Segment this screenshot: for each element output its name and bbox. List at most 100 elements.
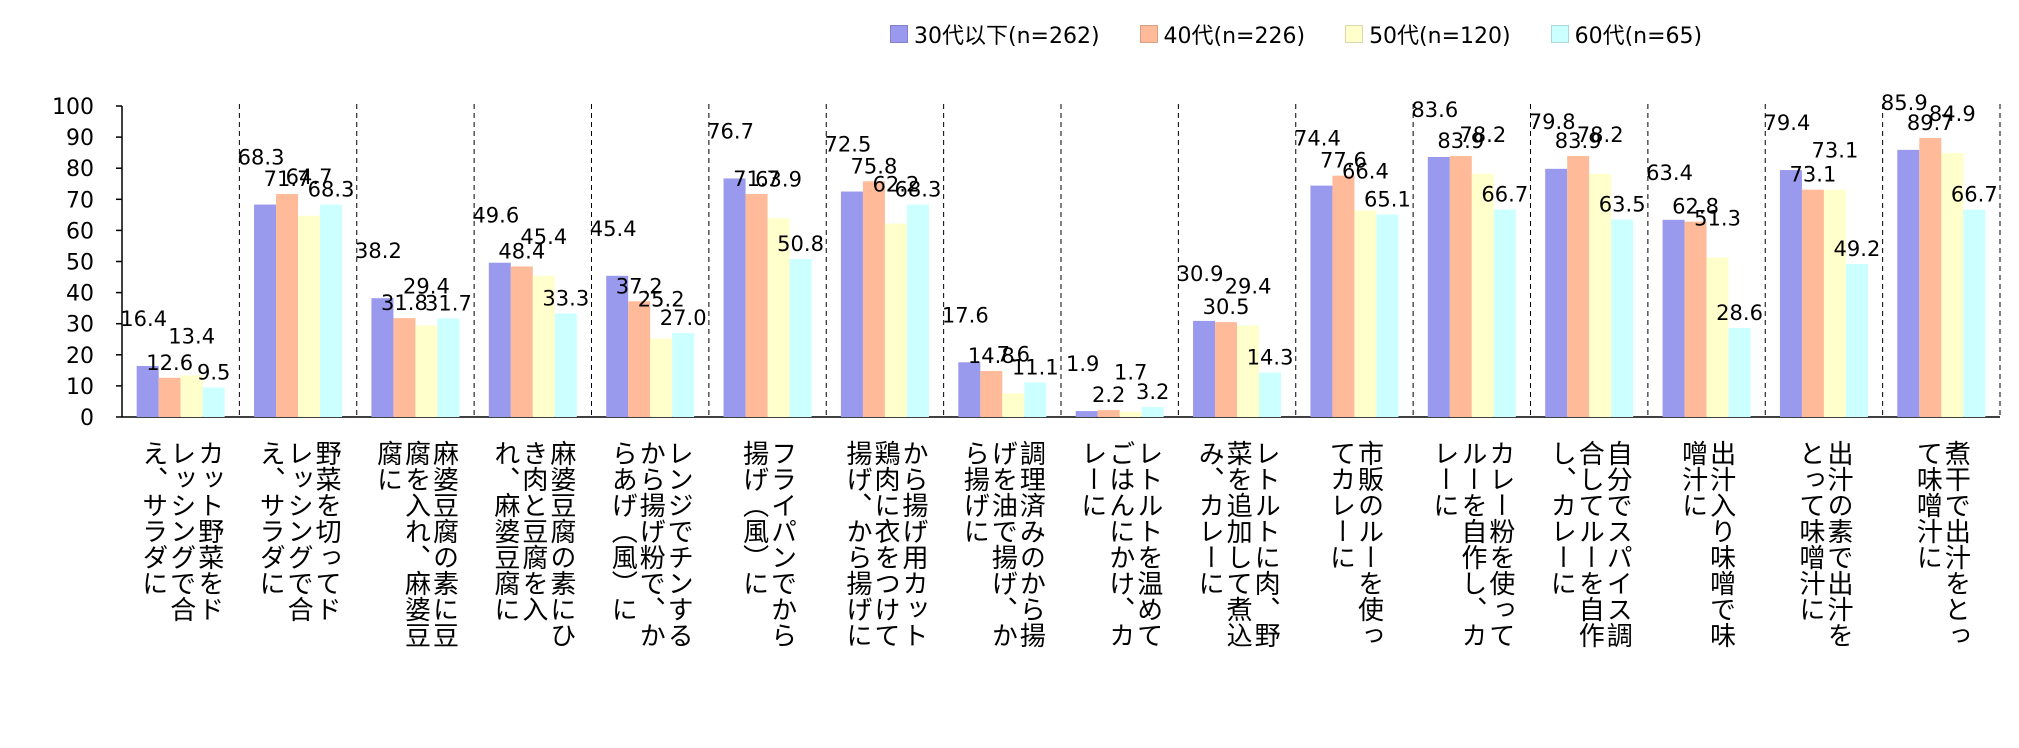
bar xyxy=(1706,257,1729,417)
legend-item-50s: 50代(n=120) xyxy=(1345,18,1511,50)
bar xyxy=(745,194,768,417)
y-tick-label: 10 xyxy=(66,375,94,400)
bar xyxy=(1919,138,1942,417)
bar xyxy=(906,204,929,417)
y-tick-label: 40 xyxy=(66,282,94,307)
x-category-label: 合してルーを自作 xyxy=(1574,440,1604,648)
data-label: 89.7 xyxy=(1907,111,1954,135)
bar xyxy=(393,318,416,417)
bar xyxy=(1963,209,1986,417)
bar xyxy=(437,318,460,417)
data-label: 78.2 xyxy=(1459,123,1506,147)
x-category-label: とって味噌汁に xyxy=(1795,440,1825,622)
data-label: 83.6 xyxy=(1411,98,1458,122)
data-label: 83.9 xyxy=(1555,129,1602,153)
x-category-label: 噌汁に xyxy=(1678,440,1708,518)
x-category-label: 自分でスパイス調 xyxy=(1602,440,1632,648)
data-label: 49.6 xyxy=(472,204,519,228)
x-category-label: れ、麻婆豆腐に xyxy=(490,440,520,622)
bar xyxy=(1332,175,1355,417)
data-label: 12.6 xyxy=(146,351,193,375)
bar xyxy=(1611,219,1634,417)
x-category-label: え、サラダに xyxy=(255,440,285,596)
data-label: 45.4 xyxy=(520,225,567,249)
x-category-label: み、カレーに xyxy=(1194,440,1224,596)
data-label: 17.6 xyxy=(942,303,989,327)
x-category-label: 出汁入り味噌で味 xyxy=(1706,440,1736,648)
bar xyxy=(1449,156,1472,418)
bar xyxy=(884,223,907,417)
legend-label-40s: 40代(n=226) xyxy=(1163,24,1306,49)
data-label: 62.2 xyxy=(873,173,920,197)
data-label: 65.1 xyxy=(1364,188,1411,212)
y-tick-label: 30 xyxy=(66,313,94,338)
bar xyxy=(980,370,1003,417)
data-label: 77.6 xyxy=(1320,149,1367,173)
data-label: 68.3 xyxy=(308,178,355,202)
data-label: 49.2 xyxy=(1834,237,1881,261)
bar xyxy=(298,215,321,417)
bar xyxy=(1567,156,1590,418)
bar xyxy=(1024,382,1047,417)
legend-item-30s: 30代以下(n=262) xyxy=(890,18,1100,50)
data-label: 48.4 xyxy=(498,239,545,263)
bar xyxy=(767,218,790,417)
data-label: 31.7 xyxy=(425,291,472,315)
legend-swatch-50s xyxy=(1345,25,1364,43)
data-label: 13.4 xyxy=(168,324,215,348)
x-category-label: て味噌汁に xyxy=(1912,440,1942,570)
bar xyxy=(1728,328,1751,417)
data-label: 1.9 xyxy=(1066,352,1099,376)
bar xyxy=(320,204,343,417)
bar xyxy=(1779,170,1802,417)
bar xyxy=(606,275,629,417)
bar xyxy=(371,298,394,417)
data-label: 63.9 xyxy=(755,167,802,191)
data-label: 72.5 xyxy=(825,133,872,157)
bar xyxy=(1941,152,1964,417)
bar xyxy=(1897,149,1920,417)
bar xyxy=(415,325,438,417)
x-category-label: レトルトを温めて xyxy=(1133,440,1163,648)
data-label: 79.4 xyxy=(1764,111,1811,135)
data-label: 78.2 xyxy=(1577,123,1624,147)
data-label: 66.7 xyxy=(1481,183,1528,207)
x-category-label: らあげ（風）に xyxy=(607,440,637,622)
data-label: 45.4 xyxy=(590,217,637,241)
y-tick-label: 90 xyxy=(66,126,94,151)
data-label: 74.4 xyxy=(1294,127,1341,151)
bar xyxy=(1823,189,1846,417)
bar xyxy=(1215,322,1238,417)
data-label: 3.2 xyxy=(1136,380,1169,404)
bar xyxy=(554,313,577,417)
bar xyxy=(1545,168,1568,417)
x-category-label: 腐に xyxy=(372,440,402,492)
legend-swatch-40s xyxy=(1139,25,1158,43)
bar xyxy=(1662,219,1685,417)
bar xyxy=(510,266,533,417)
data-label: 71.7 xyxy=(733,167,780,191)
data-label: 63.4 xyxy=(1646,161,1693,185)
bar xyxy=(1002,393,1025,417)
bar xyxy=(1310,185,1333,417)
x-category-label: 菜を追加して煮込 xyxy=(1222,440,1252,648)
data-label: 37.2 xyxy=(616,274,663,298)
x-category-label: き肉と豆腐を入 xyxy=(518,440,548,622)
x-category-label: 腐を入れ、麻婆豆 xyxy=(400,440,430,648)
x-category-label: 野菜を切ってド xyxy=(311,440,341,622)
y-tick-label: 80 xyxy=(66,157,94,182)
data-label: 83.9 xyxy=(1437,129,1484,153)
data-label: 64.7 xyxy=(286,165,333,189)
y-tick-label: 20 xyxy=(66,344,94,369)
bar xyxy=(1075,411,1098,417)
bar xyxy=(1237,325,1260,417)
bar xyxy=(650,338,673,417)
data-label: 51.3 xyxy=(1694,206,1741,230)
data-label: 14.8 xyxy=(968,344,1015,368)
x-category-label: ら揚げに xyxy=(959,440,989,544)
data-label: 71.7 xyxy=(264,167,311,191)
x-category-label: カット野菜をド xyxy=(194,440,224,622)
data-label: 73.1 xyxy=(1812,139,1859,163)
x-category-label: 揚げ、から揚げに xyxy=(842,440,872,648)
